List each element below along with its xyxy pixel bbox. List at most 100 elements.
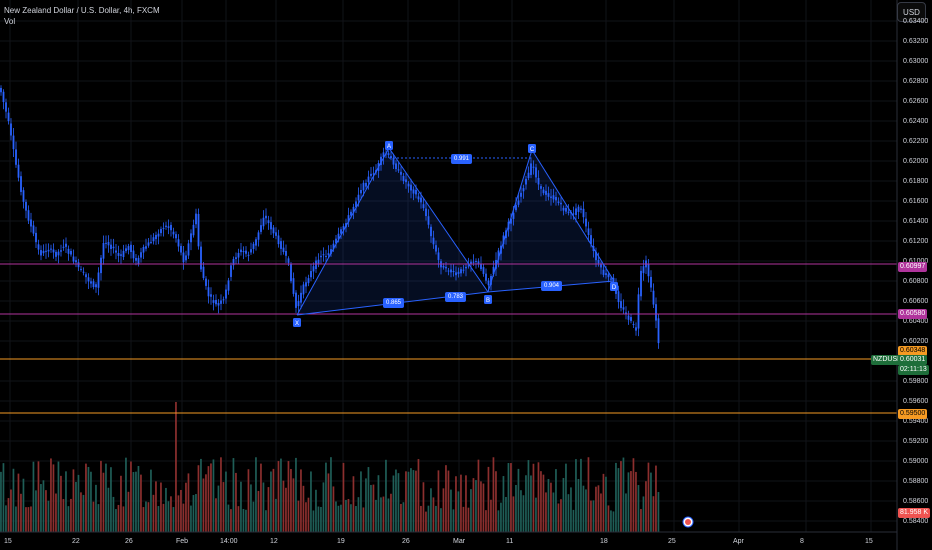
candle-body xyxy=(232,259,235,266)
pattern-leg xyxy=(388,147,489,293)
volume-bar xyxy=(470,489,472,532)
volume-bar xyxy=(297,500,300,532)
candle-body xyxy=(105,242,107,244)
candle-body xyxy=(402,175,405,182)
candle-body xyxy=(175,234,177,239)
candle-body xyxy=(290,264,292,282)
candle-body xyxy=(642,266,645,274)
volume-bar xyxy=(382,496,385,532)
volume-bar xyxy=(422,482,425,532)
candle-body xyxy=(190,233,192,243)
time-axis-label: Feb xyxy=(176,538,189,545)
volume-bar xyxy=(110,467,112,532)
candle-body xyxy=(235,257,237,259)
candle-body xyxy=(195,213,197,225)
price-axis-label: 0.63200 xyxy=(903,38,929,45)
volume-bar xyxy=(482,483,485,532)
candle-body xyxy=(242,251,245,253)
currency-button[interactable]: USD xyxy=(897,2,926,22)
volume-bar xyxy=(435,505,437,532)
candle-body xyxy=(107,241,110,246)
candle-body xyxy=(42,250,45,254)
volume-bar xyxy=(520,490,522,532)
candle-body xyxy=(60,250,62,252)
volume-bar xyxy=(17,473,20,532)
volume-bar xyxy=(477,459,480,532)
candle-body xyxy=(137,257,140,264)
time-axis-label: 19 xyxy=(337,538,345,545)
candle-body xyxy=(432,237,435,245)
volume-bar xyxy=(437,470,440,532)
volume-bar xyxy=(480,481,482,532)
candle-body xyxy=(240,249,242,253)
candle-body xyxy=(75,260,77,263)
volume-bar xyxy=(380,497,382,532)
volume-bar xyxy=(432,497,435,532)
candle-body xyxy=(487,280,490,286)
candle-body xyxy=(177,239,180,247)
candle-body xyxy=(125,248,127,252)
volume-bar xyxy=(415,470,417,532)
candle-body xyxy=(127,246,130,251)
candle-body xyxy=(0,87,2,93)
candle-body xyxy=(285,250,287,256)
volume-bar xyxy=(317,506,320,532)
volume-bar xyxy=(530,475,532,532)
candle-body xyxy=(530,163,532,175)
volume-bar xyxy=(115,509,117,532)
candle-body xyxy=(485,273,487,281)
volume-bar xyxy=(515,484,517,532)
candle-body xyxy=(182,252,185,263)
volume-bar xyxy=(652,496,655,532)
candle-body xyxy=(627,315,630,320)
candle-body xyxy=(82,271,85,273)
candle-body xyxy=(367,176,370,183)
price-axis-label: 0.62000 xyxy=(903,158,929,165)
volume-bar xyxy=(307,497,310,532)
volume-bar xyxy=(500,502,502,532)
candle-body xyxy=(142,246,145,253)
volume-bar xyxy=(177,495,180,532)
candle-body xyxy=(162,227,165,229)
volume-bar xyxy=(637,485,640,532)
candle-body xyxy=(55,251,57,257)
candle-body xyxy=(10,123,12,136)
price-axis-label: 0.63000 xyxy=(903,58,929,65)
volume-bar xyxy=(7,498,10,532)
candle-body xyxy=(292,278,295,294)
candle-body xyxy=(652,290,655,305)
candle-body xyxy=(302,284,305,295)
volume-bar xyxy=(22,478,25,532)
volume-bar xyxy=(47,500,50,532)
price-axis-label: 0.62200 xyxy=(903,138,929,145)
volume-bar xyxy=(302,485,305,532)
volume-bar xyxy=(387,498,390,532)
volume-bar xyxy=(252,501,255,532)
volume-bar xyxy=(507,463,510,532)
volume-bar xyxy=(657,492,660,532)
candle-body xyxy=(57,251,60,256)
candle-body xyxy=(632,324,635,326)
volume-bar xyxy=(300,469,302,532)
volume-bar xyxy=(222,482,225,532)
candle-body xyxy=(410,184,412,191)
volume-bar xyxy=(602,473,605,532)
volume-bar xyxy=(267,487,270,532)
volume-bar xyxy=(192,495,195,532)
candle-body xyxy=(430,226,432,237)
volume-bar xyxy=(342,462,345,532)
pattern-leg xyxy=(487,149,533,293)
candle-body xyxy=(427,216,430,225)
time-axis-label: 15 xyxy=(865,538,873,545)
volume-bar xyxy=(552,492,555,532)
volume-bar xyxy=(312,510,315,532)
pattern-point-label: D xyxy=(612,285,617,291)
price-axis-label: 0.59400 xyxy=(903,418,929,425)
symbol-tag: NZDUSD xyxy=(871,355,905,365)
chart-legend: New Zealand Dollar / U.S. Dollar, 4h, FX… xyxy=(4,5,160,27)
volume-bar xyxy=(15,506,17,532)
candle-body xyxy=(575,208,577,215)
volume-bar xyxy=(225,471,227,532)
volume-bar xyxy=(95,484,97,532)
